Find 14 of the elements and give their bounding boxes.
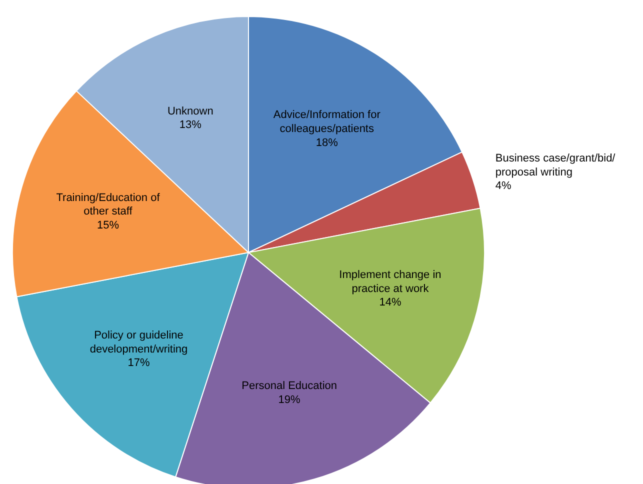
data-label: 15% (96, 219, 120, 232)
data-label: 4% (495, 180, 512, 192)
data-label: 17% (128, 357, 150, 370)
data-label: 18% (316, 136, 338, 149)
slice-label: Implement change in practice at work (339, 269, 442, 295)
slice-label: Personal Education (242, 380, 338, 392)
slice-label: Policy or guideline development/writing (90, 329, 188, 356)
slice-label: Advice/Information for colleagues/patients (273, 109, 381, 135)
data-label: 13% (179, 119, 202, 132)
data-label: 19% (278, 394, 301, 406)
slice-label: Unknown (167, 105, 214, 118)
data-label: 14% (379, 296, 402, 309)
slice-label: Training/Education of other staff (56, 192, 161, 218)
slice-label: Business case/grant/bid/ proposal writing (495, 152, 616, 178)
